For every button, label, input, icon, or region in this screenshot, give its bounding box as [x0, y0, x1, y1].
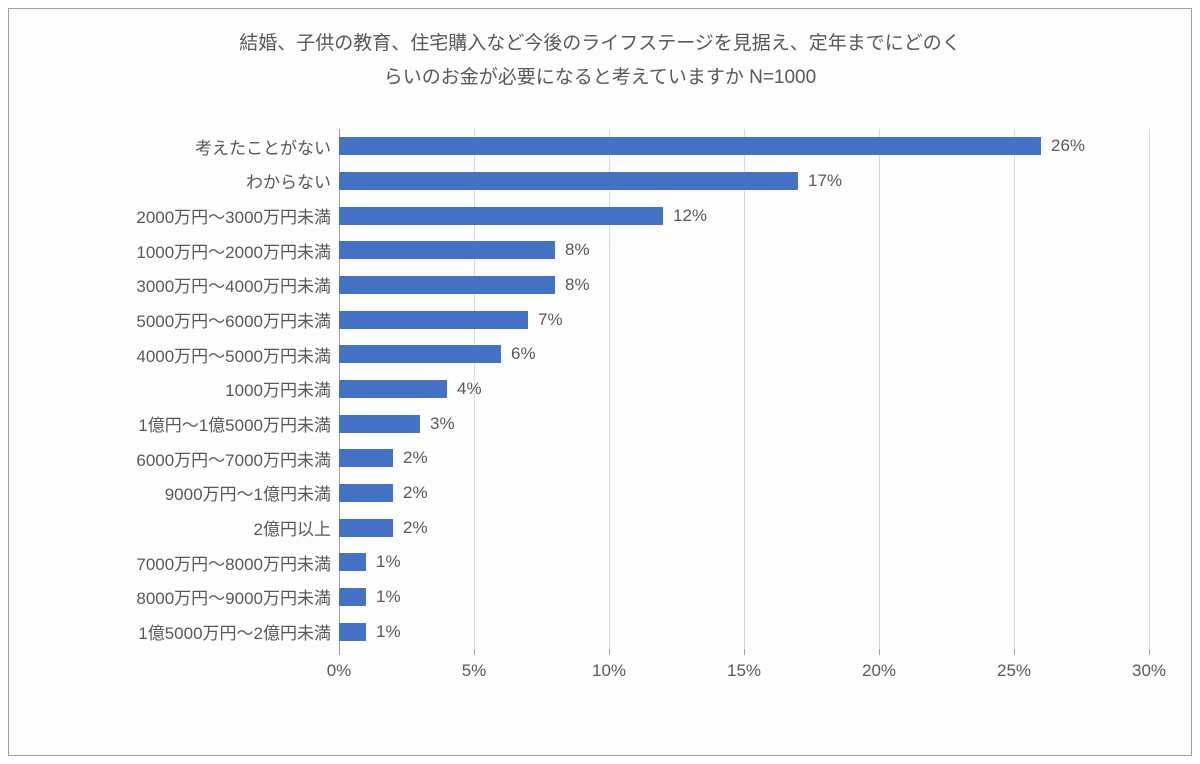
value-label: 2%	[403, 448, 428, 468]
category-label: わからない	[11, 168, 331, 193]
x-axis-label: 5%	[462, 661, 487, 681]
bar-row: わからない17%	[339, 164, 1149, 199]
x-tick	[1149, 649, 1150, 655]
category-label: 2000万円～3000万円未満	[11, 203, 331, 228]
category-label: 1億円～1億5000万円未満	[11, 411, 331, 436]
value-label: 12%	[673, 206, 707, 226]
x-tick	[879, 649, 880, 655]
bar-row: 考えたことがない26%	[339, 129, 1149, 164]
x-tick	[609, 649, 610, 655]
x-axis-label: 30%	[1132, 661, 1166, 681]
bar	[339, 449, 393, 467]
bar-row: 2000万円～3000万円未満12%	[339, 198, 1149, 233]
category-label: 8000万円～9000万円未満	[11, 584, 331, 609]
bar-row: 4000万円～5000万円未満6%	[339, 337, 1149, 372]
bar	[339, 276, 555, 294]
x-axis-label: 25%	[997, 661, 1031, 681]
bar	[339, 207, 663, 225]
value-label: 2%	[403, 518, 428, 538]
bar	[339, 380, 447, 398]
chart-title: 結婚、子供の教育、住宅購入など今後のライフステージを見据え、定年までにどのく ら…	[9, 9, 1191, 105]
bar-row: 6000万円～7000万円未満2%	[339, 441, 1149, 476]
x-tick	[339, 649, 340, 655]
x-axis-label: 20%	[862, 661, 896, 681]
bar	[339, 345, 501, 363]
bar-row: 8000万円～9000万円未満1%	[339, 580, 1149, 615]
bar	[339, 588, 366, 606]
value-label: 17%	[808, 171, 842, 191]
x-tick	[474, 649, 475, 655]
category-label: 3000万円～4000万円未満	[11, 272, 331, 297]
category-label: 2億円以上	[11, 515, 331, 540]
bar	[339, 623, 366, 641]
bar	[339, 415, 420, 433]
chart-title-line2: らいのお金が必要になると考えていますか N=1000	[384, 67, 816, 88]
category-label: 1000万円未満	[11, 376, 331, 401]
x-axis-label: 15%	[727, 661, 761, 681]
value-label: 1%	[376, 622, 401, 642]
category-label: 1000万円～2000万円未満	[11, 238, 331, 263]
bar-row: 2億円以上2%	[339, 510, 1149, 545]
gridline	[1149, 129, 1150, 649]
value-label: 6%	[511, 344, 536, 364]
x-tick	[1014, 649, 1015, 655]
bar-row: 1億円～1億5000万円未満3%	[339, 406, 1149, 441]
category-label: 4000万円～5000万円未満	[11, 342, 331, 367]
category-label: 5000万円～6000万円未満	[11, 307, 331, 332]
value-label: 8%	[565, 240, 590, 260]
bar-row: 1000万円～2000万円未満8%	[339, 233, 1149, 268]
bar-row: 1億5000万円～2億円未満1%	[339, 614, 1149, 649]
bar	[339, 137, 1041, 155]
value-label: 3%	[430, 414, 455, 434]
bar	[339, 311, 528, 329]
bar-row: 7000万円～8000万円未満1%	[339, 545, 1149, 580]
value-label: 4%	[457, 379, 482, 399]
category-label: 考えたことがない	[11, 134, 331, 159]
bar	[339, 484, 393, 502]
bar-row: 3000万円～4000万円未満8%	[339, 268, 1149, 303]
plot-area: 0%5%10%15%20%25%30%考えたことがない26%わからない17%20…	[339, 129, 1149, 689]
bar-row: 9000万円～1億円未満2%	[339, 476, 1149, 511]
chart-container: 結婚、子供の教育、住宅購入など今後のライフステージを見据え、定年までにどのく ら…	[8, 8, 1192, 756]
value-label: 2%	[403, 483, 428, 503]
bar	[339, 553, 366, 571]
bar	[339, 172, 798, 190]
bar	[339, 519, 393, 537]
chart-title-line1: 結婚、子供の教育、住宅購入など今後のライフステージを見据え、定年までにどのく	[239, 33, 961, 54]
bar	[339, 241, 555, 259]
x-axis-label: 10%	[592, 661, 626, 681]
category-label: 6000万円～7000万円未満	[11, 446, 331, 471]
bar-row: 1000万円未満4%	[339, 372, 1149, 407]
category-label: 7000万円～8000万円未満	[11, 550, 331, 575]
x-tick	[744, 649, 745, 655]
x-axis-label: 0%	[327, 661, 352, 681]
bar-row: 5000万円～6000万円未満7%	[339, 302, 1149, 337]
category-label: 1億5000万円～2億円未満	[11, 619, 331, 644]
category-label: 9000万円～1億円未満	[11, 480, 331, 505]
value-label: 1%	[376, 552, 401, 572]
value-label: 7%	[538, 310, 563, 330]
value-label: 8%	[565, 275, 590, 295]
value-label: 1%	[376, 587, 401, 607]
value-label: 26%	[1051, 136, 1085, 156]
